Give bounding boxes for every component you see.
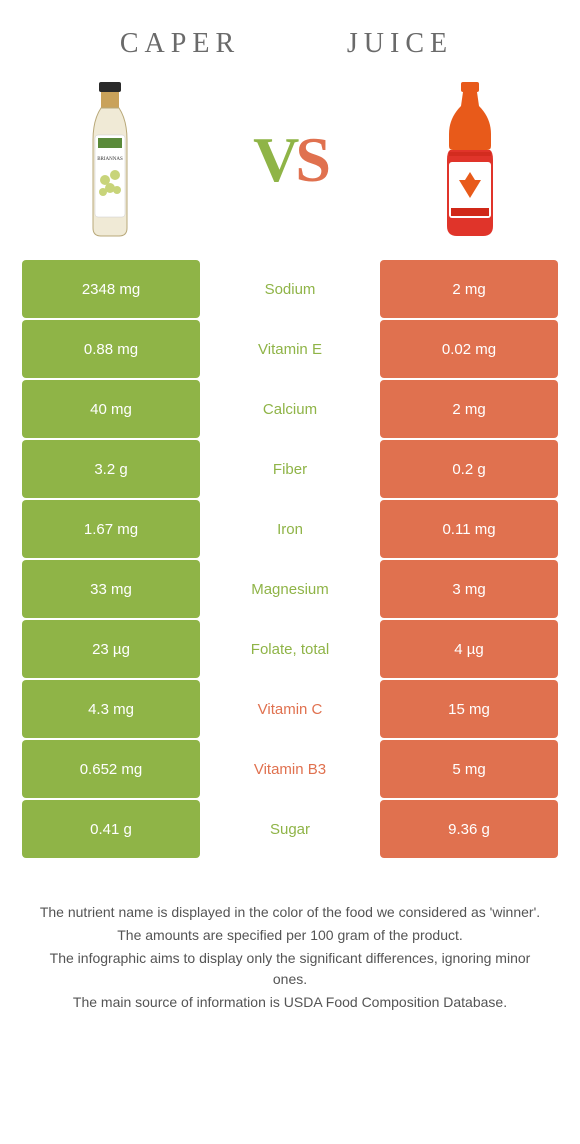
cell-right-value: 5 mg (380, 740, 558, 798)
table-row: 23 µgFolate, total4 µg (22, 620, 558, 678)
cell-right-value: 2 mg (380, 260, 558, 318)
table-row: 33 mgMagnesium3 mg (22, 560, 558, 618)
cell-right-value: 0.11 mg (380, 500, 558, 558)
cell-left-value: 2348 mg (22, 260, 200, 318)
images-row: BRIANNAS VS (0, 70, 580, 260)
footnote-line: The main source of information is USDA F… (36, 992, 544, 1013)
title-left: CAPER (70, 28, 290, 60)
cell-left-value: 0.88 mg (22, 320, 200, 378)
cell-nutrient-name: Calcium (200, 380, 380, 438)
cell-right-value: 0.2 g (380, 440, 558, 498)
cell-nutrient-name: Fiber (200, 440, 380, 498)
vs-v: V (253, 124, 295, 195)
cell-right-value: 2 mg (380, 380, 558, 438)
cell-nutrient-name: Magnesium (200, 560, 380, 618)
footnote-line: The nutrient name is displayed in the co… (36, 902, 544, 923)
cell-left-value: 4.3 mg (22, 680, 200, 738)
table-row: 4.3 mgVitamin C15 mg (22, 680, 558, 738)
cell-left-value: 0.41 g (22, 800, 200, 858)
table-row: 3.2 gFiber0.2 g (22, 440, 558, 498)
table-row: 2348 mgSodium2 mg (22, 260, 558, 318)
cell-left-value: 33 mg (22, 560, 200, 618)
footnotes: The nutrient name is displayed in the co… (0, 860, 580, 1013)
cell-nutrient-name: Folate, total (200, 620, 380, 678)
cell-right-value: 4 µg (380, 620, 558, 678)
cell-left-value: 3.2 g (22, 440, 200, 498)
cell-nutrient-name: Vitamin E (200, 320, 380, 378)
vs-s: S (295, 124, 327, 195)
cell-left-value: 40 mg (22, 380, 200, 438)
cell-nutrient-name: Sodium (200, 260, 380, 318)
cell-right-value: 3 mg (380, 560, 558, 618)
cell-nutrient-name: Vitamin B3 (200, 740, 380, 798)
title-right: JUICE (290, 28, 510, 60)
cell-left-value: 0.652 mg (22, 740, 200, 798)
footnote-line: The infographic aims to display only the… (36, 948, 544, 990)
table-row: 0.88 mgVitamin E0.02 mg (22, 320, 558, 378)
cell-left-value: 1.67 mg (22, 500, 200, 558)
cell-nutrient-name: Iron (200, 500, 380, 558)
comparison-table: 2348 mgSodium2 mg0.88 mgVitamin E0.02 mg… (0, 260, 580, 858)
table-row: 0.652 mgVitamin B35 mg (22, 740, 558, 798)
svg-text:BRIANNAS: BRIANNAS (97, 157, 123, 162)
vs-text: VS (253, 123, 327, 197)
cell-right-value: 0.02 mg (380, 320, 558, 378)
cell-right-value: 15 mg (380, 680, 558, 738)
caper-bottle-icon: BRIANNAS (50, 80, 170, 240)
juice-bottle-icon (410, 80, 530, 240)
table-row: 0.41 gSugar9.36 g (22, 800, 558, 858)
cell-left-value: 23 µg (22, 620, 200, 678)
header: CAPER JUICE (0, 0, 580, 70)
table-row: 1.67 mgIron0.11 mg (22, 500, 558, 558)
table-row: 40 mgCalcium2 mg (22, 380, 558, 438)
cell-right-value: 9.36 g (380, 800, 558, 858)
cell-nutrient-name: Vitamin C (200, 680, 380, 738)
footnote-line: The amounts are specified per 100 gram o… (36, 925, 544, 946)
cell-nutrient-name: Sugar (200, 800, 380, 858)
